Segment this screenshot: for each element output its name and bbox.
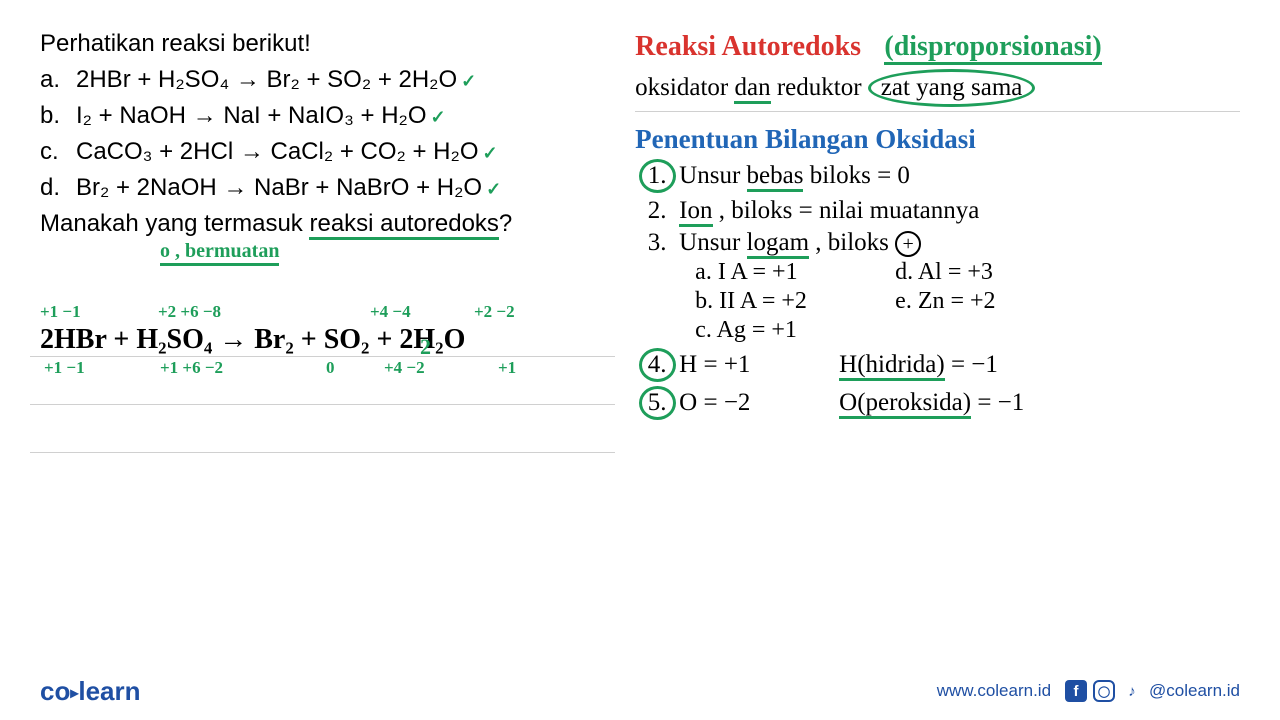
plus-circle-icon: + — [895, 231, 921, 257]
rule-4: 4. H = +1 H(hidrida) = −1 — [635, 348, 1240, 382]
social-icons: f ◯ ♪ @colearn.id — [1065, 680, 1240, 702]
right-column: Reaksi Autoredoks (disproporsionasi) oks… — [625, 30, 1240, 660]
so2-overlay: 2 — [420, 334, 431, 360]
worked-main-eq: 2HBr + H₂SO₄ → Br₂ + SO₂ + 2H₂O — [40, 324, 465, 356]
tiktok-icon: ♪ — [1121, 680, 1143, 702]
note-bermuatan: o , bermuatan — [160, 240, 279, 266]
rule-5: 5. O = −2 O(peroksida) = −1 — [635, 386, 1240, 420]
footer-url: www.colearn.id — [937, 681, 1051, 701]
rule-2: 2. Ion , biloks = nilai muatannya — [635, 197, 1240, 225]
facebook-icon: f — [1065, 680, 1087, 702]
ruled-lines — [30, 356, 615, 476]
worked-equation: +1 −1 +2 +6 −8 +4 −4 +2 −2 2HBr + H₂SO₄ … — [40, 296, 605, 436]
question-ask: Manakah yang termasuk reaksi autoredoks? — [40, 210, 605, 238]
reaction-d: d. Br₂ + 2NaOH → NaBr + NaBrO + H₂O ✓ — [40, 174, 605, 202]
check-icon: ✓ — [431, 107, 446, 128]
left-column: Perhatikan reaksi berikut! a. 2HBr + H₂S… — [40, 30, 625, 660]
question-title: Perhatikan reaksi berikut! — [40, 30, 605, 58]
sub-rule-c: c. Ag = +1 — [695, 317, 1240, 344]
rule-3: 3. Unsur logam , biloks + — [635, 229, 1240, 257]
title-autoredoks: Reaksi Autoredoks (disproporsionasi) — [635, 30, 1240, 63]
check-icon: ✓ — [482, 143, 497, 164]
rule-1: 1. Unsur bebas biloks = 0 — [635, 159, 1240, 193]
social-handle: @colearn.id — [1149, 681, 1240, 701]
footer: co▸learn www.colearn.id f ◯ ♪ @colearn.i… — [0, 662, 1280, 720]
reaction-c: c. CaCO₃ + 2HCl → CaCl₂ + CO₂ + H₂O ✓ — [40, 138, 605, 166]
instagram-icon: ◯ — [1093, 680, 1115, 702]
check-icon: ✓ — [486, 179, 501, 200]
reaction-a: a. 2HBr + H₂SO₄ → Br₂ + SO₂ + 2H₂O ✓ — [40, 66, 605, 94]
subtitle-oksidator: oksidator dan reduktor zat yang sama — [635, 69, 1240, 107]
brand-logo: co▸learn — [40, 676, 141, 707]
rules-title: Penentuan Bilangan Oksidasi — [635, 124, 1240, 155]
reaction-b: b. I₂ + NaOH → NaI + NaIO₃ + H₂O ✓ — [40, 102, 605, 130]
sub-rule-b: b. II A = +2 e. Zn = +2 — [695, 288, 1240, 315]
check-icon: ✓ — [461, 71, 476, 92]
sub-rule-a: a. I A = +1 d. Al = +3 — [695, 259, 1240, 286]
